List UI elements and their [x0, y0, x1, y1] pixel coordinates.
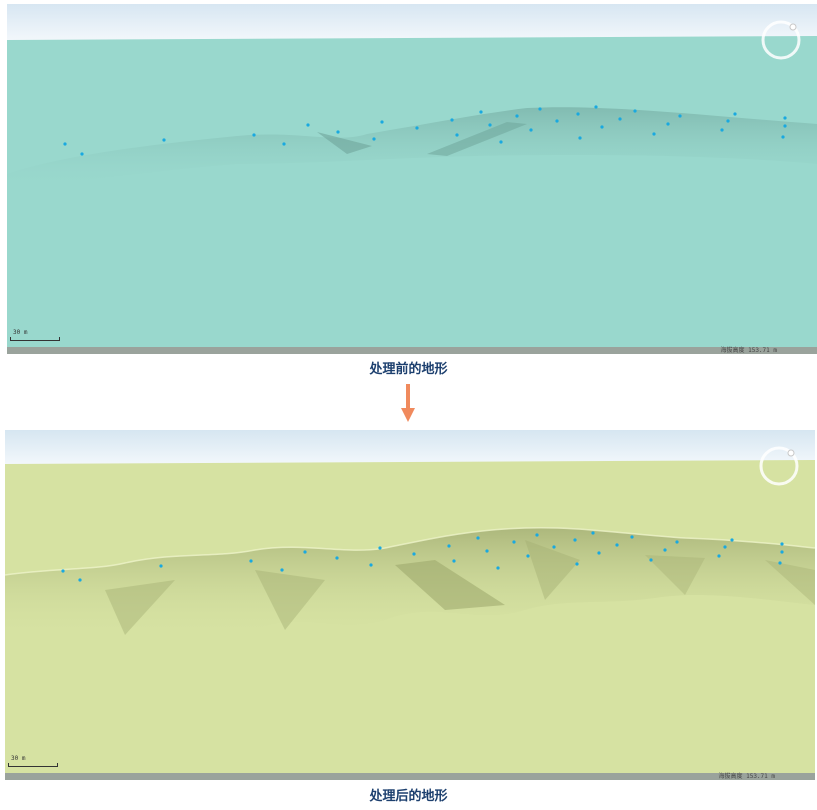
survey-point [488, 123, 492, 127]
terrain-scene-before[interactable] [7, 4, 817, 354]
ground-plane [7, 36, 817, 354]
survey-point [249, 559, 253, 563]
elevation-readout: 海拔高度 153.71 m [718, 773, 775, 780]
scale-bar [10, 337, 60, 341]
survey-point [576, 112, 580, 116]
survey-point [447, 544, 451, 548]
scale-bar [8, 763, 58, 767]
survey-point [455, 133, 459, 137]
survey-point [630, 535, 634, 539]
survey-point [499, 140, 503, 144]
survey-point [675, 540, 679, 544]
survey-point [652, 132, 656, 136]
terrain-shadow [7, 107, 817, 189]
survey-point [512, 540, 516, 544]
survey-point [649, 558, 653, 562]
terrain-scene-after[interactable] [5, 430, 815, 780]
survey-point [597, 551, 601, 555]
survey-point [369, 563, 373, 567]
survey-point [780, 542, 784, 546]
survey-point [372, 137, 376, 141]
survey-point [252, 133, 256, 137]
survey-point [412, 552, 416, 556]
survey-point [485, 549, 489, 553]
survey-point [529, 128, 533, 132]
survey-points-after [61, 531, 784, 582]
survey-point [781, 135, 785, 139]
survey-point [578, 136, 582, 140]
elevation-readout: 海拔高度 153.71 m [720, 347, 777, 354]
survey-point [63, 142, 67, 146]
survey-point [415, 126, 419, 130]
survey-point [452, 559, 456, 563]
survey-point [280, 568, 284, 572]
survey-point [282, 142, 286, 146]
survey-point [552, 545, 556, 549]
survey-point [726, 119, 730, 123]
survey-point [678, 114, 682, 118]
survey-point [591, 531, 595, 535]
survey-point [778, 561, 782, 565]
survey-point [159, 564, 163, 568]
survey-point [555, 119, 559, 123]
survey-point [479, 110, 483, 114]
caption-before: 处理前的地形 [369, 361, 448, 376]
compass-ring-icon[interactable] [761, 20, 801, 60]
survey-point [663, 548, 667, 552]
survey-point [450, 118, 454, 122]
survey-point [618, 117, 622, 121]
survey-point [594, 105, 598, 109]
survey-point [730, 538, 734, 542]
status-bar [7, 347, 817, 354]
down-arrow-icon [400, 384, 416, 424]
survey-point [306, 123, 310, 127]
survey-point [380, 120, 384, 124]
survey-point [780, 550, 784, 554]
survey-point [600, 125, 604, 129]
survey-points-before [63, 105, 787, 156]
compass-ring-icon[interactable] [759, 446, 799, 486]
terrain-view-before[interactable]: 30 m 海拔高度 153.71 m [7, 4, 817, 354]
survey-point [535, 533, 539, 537]
survey-point [496, 566, 500, 570]
survey-point [633, 109, 637, 113]
survey-point [723, 545, 727, 549]
survey-point [733, 112, 737, 116]
survey-point [666, 122, 670, 126]
caption-after: 处理后的地形 [369, 788, 448, 803]
survey-point [575, 562, 579, 566]
survey-point [720, 128, 724, 132]
terrain-view-after[interactable]: 30 m 海拔高度 153.71 m [5, 430, 815, 780]
survey-point [615, 543, 619, 547]
survey-point [335, 556, 339, 560]
status-bar [5, 773, 815, 780]
survey-point [80, 152, 84, 156]
scale-label: 30 m [11, 755, 26, 762]
survey-point [61, 569, 65, 573]
survey-point [162, 138, 166, 142]
survey-point [783, 116, 787, 120]
survey-point [783, 124, 787, 128]
survey-point [78, 578, 82, 582]
survey-point [573, 538, 577, 542]
survey-point [303, 550, 307, 554]
scale-label: 30 m [13, 329, 28, 336]
survey-point [378, 546, 382, 550]
survey-point [717, 554, 721, 558]
survey-point [476, 536, 480, 540]
survey-point [538, 107, 542, 111]
sky [5, 430, 815, 464]
survey-point [526, 554, 530, 558]
survey-point [336, 130, 340, 134]
sky [7, 4, 817, 40]
survey-point [515, 114, 519, 118]
terrain-ridges [5, 527, 815, 640]
